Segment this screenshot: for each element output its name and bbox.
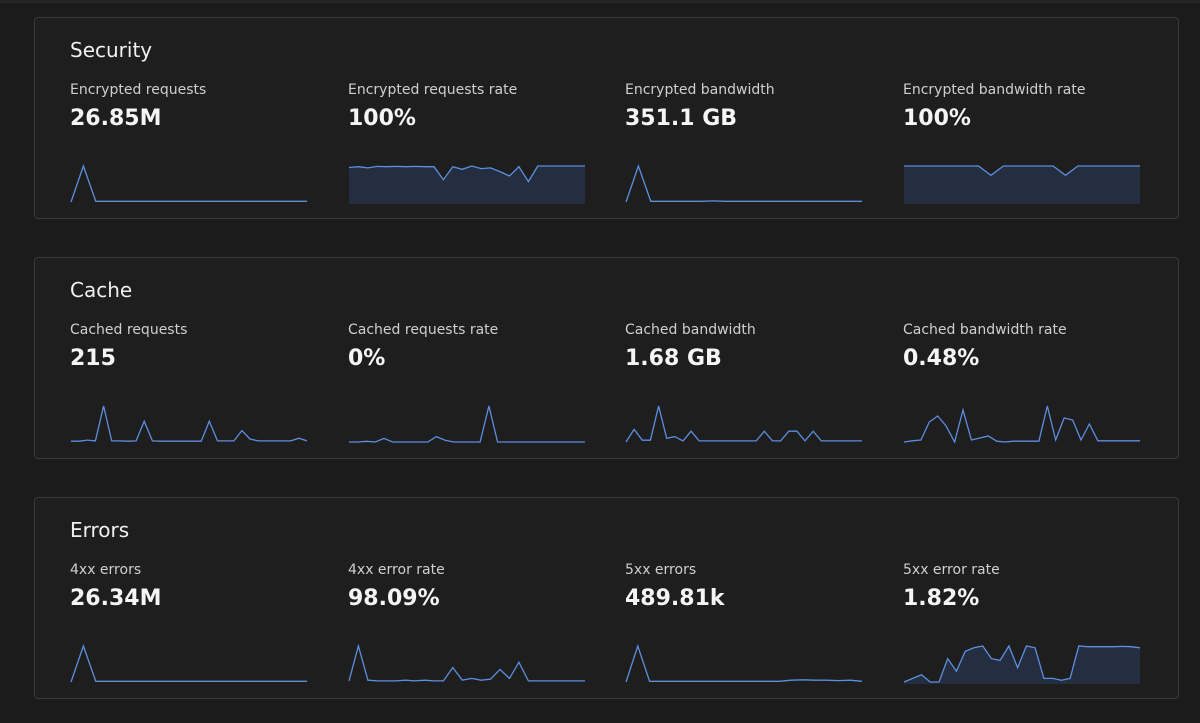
sparkline (70, 164, 307, 203)
metric-label: Cached requests (70, 322, 188, 338)
sparkline (70, 644, 307, 683)
section-title: Cache (70, 278, 133, 302)
metric-value: 98.09% (348, 586, 440, 611)
section-card: Errors 4xx errors 26.34M 4xx error rate 98.0… (34, 497, 1179, 699)
metric: 5xx errors 489.81k (625, 562, 865, 683)
metric-label: 5xx error rate (903, 562, 1000, 578)
metric: Encrypted requests rate 100% (348, 82, 588, 204)
sparkline (71, 405, 308, 442)
sparkline (625, 405, 862, 443)
sparkline-line (70, 164, 307, 203)
top-border (0, 0, 1200, 3)
metric: Encrypted bandwidth rate 100% (903, 82, 1143, 204)
sparkline (625, 164, 862, 203)
metric-value: 100% (348, 106, 416, 131)
metric-value: 215 (70, 346, 116, 371)
sparkline (625, 644, 863, 683)
section-card: Cache Cached requests 215 Cached requests r… (34, 257, 1179, 459)
sparkline-area (349, 166, 585, 204)
sparkline-line (903, 405, 1140, 444)
sparkline (348, 644, 585, 682)
section-card: Security Encrypted requests 26.85M Encrypte… (34, 17, 1179, 219)
sparkline-line (625, 405, 862, 443)
sparkline-area (904, 166, 1140, 204)
metric: 4xx errors 26.34M (70, 562, 310, 683)
metric-value: 100% (903, 106, 971, 131)
metric-label: Cached requests rate (348, 322, 499, 338)
metric-value: 0% (348, 346, 386, 371)
sparkline-line (71, 405, 308, 442)
section-title: Security (70, 38, 153, 62)
metric: Cached requests 215 (70, 322, 310, 442)
metric: Cached requests rate 0% (348, 322, 588, 443)
metric-value: 351.1 GB (625, 106, 738, 131)
sparkline-line (625, 644, 863, 683)
metric: Encrypted requests 26.85M (70, 82, 310, 203)
sparkline-line (904, 165, 1140, 177)
metric: Cached bandwidth 1.68 GB (625, 322, 865, 443)
sparkline (349, 405, 585, 443)
section-title: Errors (70, 518, 130, 542)
metric-value: 26.34M (70, 586, 162, 611)
metric-label: Encrypted bandwidth (625, 82, 775, 98)
metric-label: Cached bandwidth (625, 322, 756, 338)
metric-value: 0.48% (903, 346, 980, 371)
metric-label: Encrypted requests (70, 82, 207, 98)
metric-value: 1.68 GB (625, 346, 722, 371)
sparkline-line (349, 405, 585, 443)
sparkline (348, 165, 585, 204)
metric-label: 4xx errors (70, 562, 142, 578)
metric: 5xx error rate 1.82% (903, 562, 1143, 684)
sparkline-line (348, 165, 585, 183)
metric-label: Cached bandwidth rate (903, 322, 1067, 338)
metric-label: Encrypted bandwidth rate (903, 82, 1086, 98)
sparkline (903, 644, 1141, 684)
metric-value: 26.85M (70, 106, 162, 131)
metric: Encrypted bandwidth 351.1 GB (625, 82, 865, 203)
metric: 4xx error rate 98.09% (348, 562, 588, 682)
metric-label: 4xx error rate (348, 562, 445, 578)
metric-label: Encrypted requests rate (348, 82, 518, 98)
metric-label: 5xx errors (625, 562, 697, 578)
sparkline-line (625, 164, 862, 203)
metric-value: 489.81k (625, 586, 725, 611)
sparkline-line (70, 644, 307, 683)
sparkline-line (903, 644, 1141, 683)
sparkline (903, 405, 1140, 444)
sparkline-area (904, 646, 1140, 684)
sparkline (904, 165, 1140, 204)
metric-value: 1.82% (903, 586, 980, 611)
metric: Cached bandwidth rate 0.48% (903, 322, 1143, 444)
sparkline-line (348, 644, 585, 682)
